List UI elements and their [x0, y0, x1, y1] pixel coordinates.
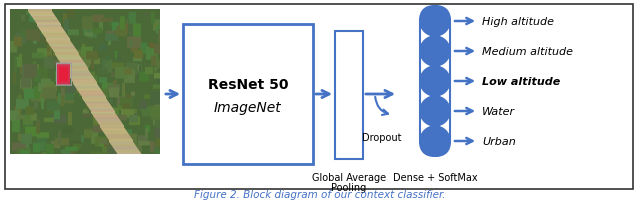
- FancyBboxPatch shape: [183, 25, 313, 164]
- Ellipse shape: [420, 126, 450, 156]
- FancyBboxPatch shape: [5, 5, 633, 189]
- Ellipse shape: [420, 7, 450, 37]
- FancyBboxPatch shape: [335, 32, 363, 159]
- Text: ImageNet: ImageNet: [214, 101, 282, 114]
- Text: Figure 2. Block diagram of our context classifier.: Figure 2. Block diagram of our context c…: [195, 189, 445, 199]
- Text: Dropout: Dropout: [362, 132, 402, 142]
- Ellipse shape: [420, 96, 450, 126]
- Ellipse shape: [420, 37, 450, 67]
- Text: Global Average: Global Average: [312, 172, 386, 182]
- Text: Pooling: Pooling: [332, 182, 367, 192]
- Text: ResNet 50: ResNet 50: [208, 78, 288, 92]
- Text: Low altitude: Low altitude: [482, 77, 560, 86]
- Text: Urban: Urban: [482, 136, 516, 146]
- Text: Medium altitude: Medium altitude: [482, 47, 573, 57]
- Text: High altitude: High altitude: [482, 17, 554, 27]
- Text: Water: Water: [482, 106, 515, 116]
- Text: Dense + SoftMax: Dense + SoftMax: [393, 172, 477, 182]
- Ellipse shape: [420, 67, 450, 96]
